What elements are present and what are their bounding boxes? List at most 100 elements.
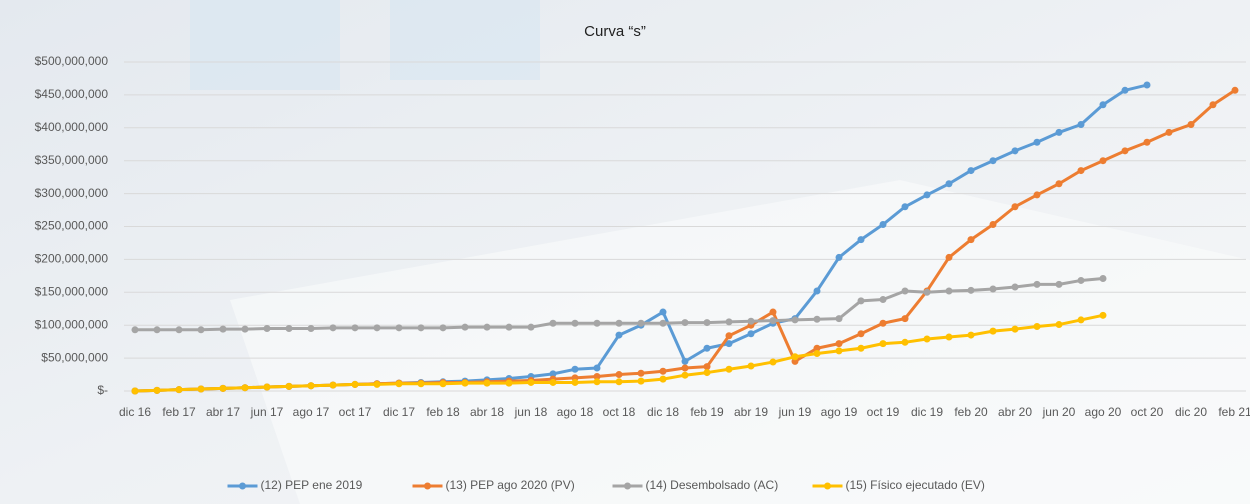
data-point bbox=[967, 286, 975, 294]
x-tick-label: ago 17 bbox=[293, 405, 330, 419]
data-point bbox=[791, 353, 799, 361]
data-point bbox=[703, 369, 711, 377]
data-point bbox=[439, 324, 447, 332]
data-point bbox=[1077, 276, 1085, 284]
data-point bbox=[615, 371, 623, 379]
data-point bbox=[571, 365, 579, 373]
data-point bbox=[835, 253, 843, 261]
data-point bbox=[1011, 325, 1019, 333]
data-point bbox=[1011, 203, 1019, 211]
y-tick-label: $500,000,000 bbox=[35, 54, 109, 68]
data-point bbox=[1033, 280, 1041, 288]
data-point bbox=[857, 236, 865, 244]
data-point bbox=[285, 382, 293, 390]
data-point bbox=[1231, 86, 1239, 94]
x-tick-label: oct 17 bbox=[339, 405, 372, 419]
data-point bbox=[923, 335, 931, 343]
x-tick-label: dic 17 bbox=[383, 405, 415, 419]
data-point bbox=[659, 375, 667, 383]
data-point bbox=[923, 191, 931, 199]
data-point bbox=[857, 330, 865, 338]
data-point bbox=[813, 344, 821, 352]
data-point bbox=[1077, 167, 1085, 175]
data-point bbox=[1033, 138, 1041, 146]
data-point bbox=[659, 308, 667, 316]
data-point bbox=[703, 319, 711, 327]
data-point bbox=[901, 203, 909, 211]
legend-label: (14) Desembolsado (AC) bbox=[646, 478, 779, 492]
data-point bbox=[725, 318, 733, 326]
data-point bbox=[593, 319, 601, 327]
data-point bbox=[549, 319, 557, 327]
x-tick-label: ago 18 bbox=[557, 405, 594, 419]
data-point bbox=[725, 332, 733, 340]
data-point bbox=[395, 324, 403, 332]
x-tick-label: jun 17 bbox=[250, 405, 284, 419]
data-point bbox=[131, 326, 139, 334]
data-point bbox=[1143, 138, 1151, 146]
data-point bbox=[417, 380, 425, 388]
data-point bbox=[153, 386, 161, 394]
y-tick-label: $100,000,000 bbox=[35, 317, 109, 331]
x-tick-label: feb 19 bbox=[690, 405, 724, 419]
data-point bbox=[681, 319, 689, 327]
data-point bbox=[395, 380, 403, 388]
data-point bbox=[175, 386, 183, 394]
data-point bbox=[505, 323, 513, 331]
data-point bbox=[593, 364, 601, 372]
data-point bbox=[483, 379, 491, 387]
data-point bbox=[351, 324, 359, 332]
x-tick-label: dic 19 bbox=[911, 405, 943, 419]
data-point bbox=[835, 315, 843, 323]
data-point bbox=[571, 319, 579, 327]
data-point bbox=[1099, 311, 1107, 319]
data-point bbox=[219, 325, 227, 333]
data-point bbox=[813, 315, 821, 323]
data-point bbox=[615, 331, 623, 339]
legend-marker bbox=[624, 482, 631, 490]
data-point bbox=[989, 157, 997, 165]
data-point bbox=[769, 317, 777, 325]
data-point bbox=[769, 308, 777, 316]
data-point bbox=[901, 338, 909, 346]
data-point bbox=[857, 344, 865, 352]
data-point bbox=[659, 367, 667, 375]
background-shape bbox=[190, 0, 340, 90]
data-point bbox=[637, 319, 645, 327]
legend-marker bbox=[424, 482, 431, 490]
x-tick-label: dic 20 bbox=[1175, 405, 1207, 419]
data-point bbox=[791, 316, 799, 324]
data-point bbox=[373, 380, 381, 388]
y-tick-label: $150,000,000 bbox=[35, 284, 109, 298]
data-point bbox=[1121, 86, 1129, 94]
data-point bbox=[681, 371, 689, 379]
data-point bbox=[769, 358, 777, 366]
data-point bbox=[615, 319, 623, 327]
data-point bbox=[483, 323, 491, 331]
data-point bbox=[989, 327, 997, 335]
data-point bbox=[1055, 180, 1063, 188]
data-point bbox=[329, 381, 337, 389]
background-shape bbox=[390, 0, 540, 80]
data-point bbox=[989, 285, 997, 293]
data-point bbox=[417, 324, 425, 332]
data-point bbox=[725, 365, 733, 373]
data-point bbox=[901, 287, 909, 295]
data-point bbox=[835, 340, 843, 348]
data-point bbox=[1143, 81, 1151, 89]
data-point bbox=[835, 347, 843, 355]
data-point bbox=[813, 287, 821, 295]
x-tick-label: feb 17 bbox=[162, 405, 196, 419]
data-point bbox=[725, 340, 733, 348]
data-point bbox=[923, 288, 931, 296]
data-point bbox=[1209, 101, 1217, 109]
data-point bbox=[1055, 128, 1063, 136]
x-tick-label: oct 20 bbox=[1131, 405, 1164, 419]
data-point bbox=[879, 319, 887, 327]
data-point bbox=[153, 326, 161, 334]
data-point bbox=[1077, 121, 1085, 129]
data-point bbox=[681, 364, 689, 372]
legend-label: (13) PEP ago 2020 (PV) bbox=[446, 478, 575, 492]
data-point bbox=[703, 344, 711, 352]
